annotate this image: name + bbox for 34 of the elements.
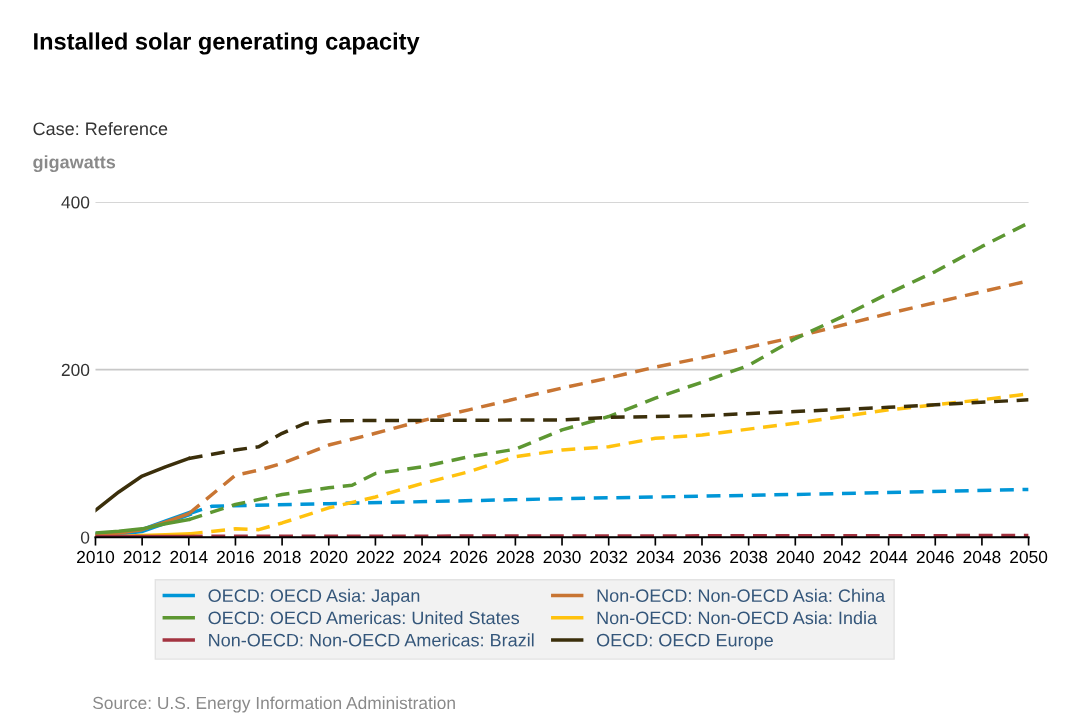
legend-label: Non-OECD: Non-OECD Americas: Brazil	[209, 633, 534, 647]
x-tick-label: 2050	[1010, 550, 1048, 564]
x-tick-label: 2020	[310, 550, 348, 564]
y-axis-title: gigawatts	[33, 155, 116, 173]
x-tick-label: 2022	[356, 550, 394, 564]
x-tick-label: 2048	[963, 550, 1001, 564]
source-note: Source: U.S. Energy Information Administration	[93, 696, 455, 713]
chart-subtitle: Case: Reference	[33, 121, 168, 136]
x-tick-label: 2044	[870, 550, 908, 564]
x-tick-label: 2032	[590, 550, 628, 564]
x-tick-label: 2018	[263, 550, 301, 564]
legend-label: OECD: OECD Asia: Japan	[208, 588, 420, 606]
x-tick-label: 2010	[77, 550, 115, 564]
y-tick-label: 0	[80, 531, 90, 544]
x-tick-label: 2036	[683, 550, 721, 564]
legend-label: Non-OECD: Non-OECD Asia: India	[597, 611, 878, 625]
y-tick-label: 200	[61, 363, 90, 377]
chart-title: Installed solar generating capacity	[34, 32, 420, 55]
x-tick-label: 2014	[170, 550, 208, 564]
x-tick-label: 2040	[776, 550, 814, 564]
x-tick-label: 2038	[730, 550, 768, 564]
legend-label: OECD: OECD Europe	[596, 633, 773, 651]
y-tick-label: 400	[61, 196, 90, 209]
legend-label: OECD: OECD Americas: United States	[208, 611, 520, 625]
x-tick-label: 2046	[916, 550, 954, 564]
x-tick-label: 2012	[123, 550, 161, 564]
legend-label: Non-OECD: Non-OECD Asia: China	[597, 588, 886, 603]
x-tick-label: 2026	[450, 550, 488, 564]
x-tick-label: 2042	[823, 550, 861, 564]
x-tick-label: 2034	[636, 550, 675, 564]
x-tick-label: 2028	[496, 550, 534, 564]
x-tick-label: 2024	[403, 550, 441, 564]
x-tick-label: 2016	[217, 550, 254, 564]
x-tick-label: 2030	[543, 550, 581, 564]
